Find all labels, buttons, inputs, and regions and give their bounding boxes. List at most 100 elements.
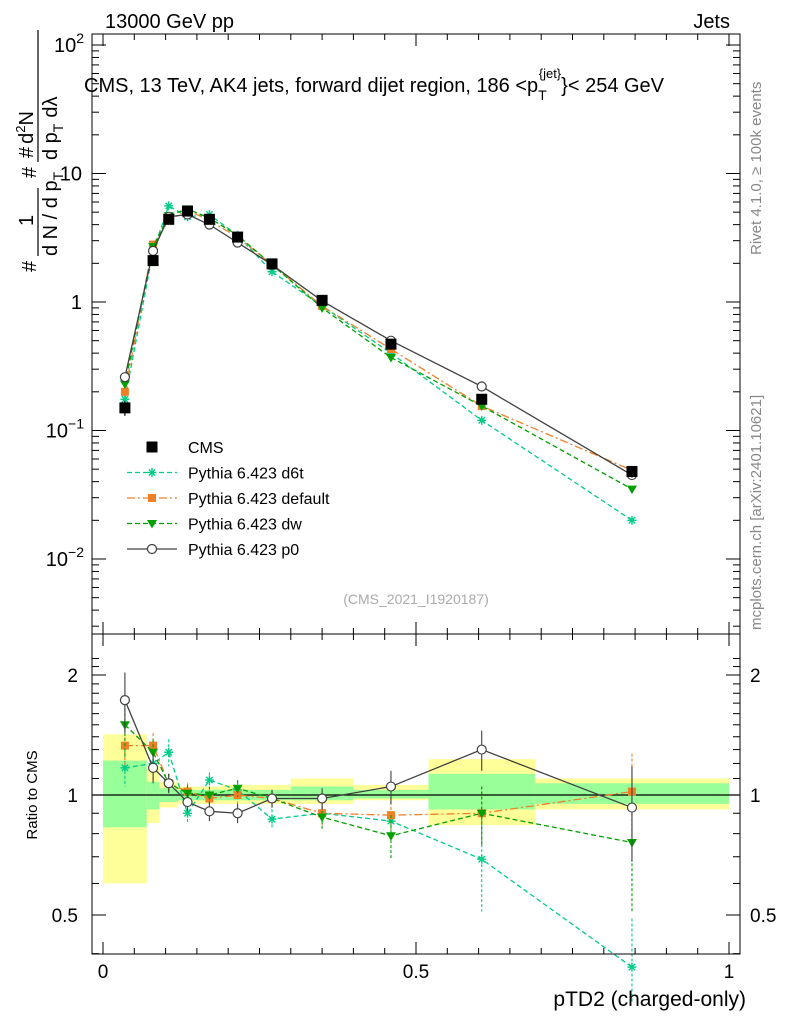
- ratio-ylabel: Ratio to CMS: [24, 750, 41, 839]
- ratio-point-def-5: [233, 791, 242, 799]
- legend-marker-def: [148, 494, 156, 502]
- top-y-tick-label: 1: [71, 292, 82, 314]
- svg-text:1: 1: [16, 215, 38, 226]
- ratio-point-p0-4: [204, 806, 215, 817]
- top-point-p0-1: [147, 245, 159, 256]
- ratio-y-tick-label-left: 2: [67, 666, 78, 687]
- ratio-point-dw-9: [476, 809, 487, 819]
- ratio-point-p0-0: [119, 695, 131, 706]
- top-panel-series: [119, 201, 638, 525]
- top-point-cms-2: [163, 213, 175, 225]
- top-y-tick-label: 10: [60, 164, 82, 186]
- svg-text:#: #: [19, 260, 41, 272]
- header-left: 13000 GeV pp: [105, 11, 234, 33]
- ratio-point-dw-8: [385, 832, 396, 841]
- ratio-line-d6t: [124, 751, 633, 968]
- top-point-d6t-10: [627, 515, 637, 525]
- legend-marker-cms: [146, 441, 158, 453]
- ratio-point-d6t-4: [204, 775, 214, 785]
- legend-marker-d6t: [147, 468, 157, 477]
- x-tick-label: 1: [724, 962, 735, 983]
- top-point-p0-9: [476, 381, 487, 392]
- mcplots-text: mcplots.cern.ch [arXiv:2401.10621]: [748, 395, 765, 630]
- legend-item-p0: Pythia 6.423 p0: [127, 542, 299, 559]
- legend-marker-p0: [146, 543, 158, 555]
- axes-ticks: 0 0.5 1 102 10 1 10−1 10−2 0.5 0.5 1 1 2 2: [46, 30, 777, 983]
- ratio-series-p0: [119, 672, 638, 862]
- top-ylabel: # 1 d N / d pT # #d2N d pTdλ: [13, 30, 66, 272]
- ratio-y-tick-label-left: 0.5: [52, 906, 78, 927]
- top-y-tick-label: 102: [54, 30, 84, 57]
- svg-text:#d2N: #d2N: [13, 111, 38, 158]
- top-point-cms-4: [203, 213, 215, 225]
- top-point-def-0: [120, 387, 129, 396]
- ratio-y-tick-label-right: 0.5: [750, 906, 776, 927]
- legend-item-def: Pythia 6.423 default: [127, 491, 330, 508]
- top-point-d6t-2: [164, 201, 174, 211]
- x-tick-label: 0.5: [403, 962, 429, 983]
- legend-label-dw: Pythia 6.423 dw: [188, 517, 302, 534]
- ratio-point-d6t-9: [477, 854, 487, 864]
- svg-text:#: #: [19, 166, 41, 178]
- ratio-point-p0-7: [317, 793, 328, 804]
- legend-label-def: Pythia 6.423 default: [188, 491, 330, 508]
- top-point-d6t-9: [477, 415, 487, 425]
- legend-label-cms: CMS: [188, 440, 224, 457]
- ratio-panel-series: [119, 672, 638, 1004]
- top-point-cms-1: [147, 255, 159, 267]
- ratio-point-dw-5: [232, 784, 243, 794]
- rivet-version-text: Rivet 4.1.0, ≥ 100k events: [748, 82, 765, 255]
- ratio-point-d6t-6: [267, 814, 277, 824]
- ratio-point-p0-3: [182, 796, 193, 808]
- legend-label-p0: Pythia 6.423 p0: [188, 542, 299, 559]
- top-point-dw-7: [317, 304, 328, 313]
- x-tick-label: 0: [98, 962, 109, 983]
- legend-item-d6t: Pythia 6.423 d6t: [127, 466, 304, 483]
- top-point-cms-10: [626, 465, 638, 477]
- svg-text:d N / d pT: d N / d pT: [40, 171, 66, 256]
- top-point-cms-0: [119, 402, 131, 414]
- ratio-point-dw-7: [317, 813, 328, 823]
- plot-title: CMS, 13 TeV, AK4 jets, forward dijet reg…: [84, 66, 665, 103]
- top-point-dw-10: [626, 485, 637, 495]
- ratio-y-tick-label-right: 1: [750, 786, 761, 807]
- top-series-cms: [119, 205, 638, 478]
- top-point-cms-5: [232, 231, 244, 243]
- ratio-point-dw-1: [148, 748, 159, 758]
- ratio-point-p0-5: [232, 808, 243, 819]
- top-line-def: [124, 209, 633, 471]
- ratio-point-p0-6: [266, 793, 278, 804]
- legend: CMS Pythia 6.423 d6t Pythia 6.423 default P…: [127, 440, 330, 559]
- top-point-p0-0: [119, 372, 131, 383]
- svg-text:d pTdλ: d pTdλ: [40, 97, 66, 161]
- top-point-cms-7: [316, 294, 328, 306]
- ratio-point-d6t-10: [627, 962, 637, 972]
- top-y-tick-label: 10−2: [46, 544, 84, 571]
- ratio-y-tick-label-left: 1: [67, 786, 78, 807]
- top-point-cms-3: [182, 205, 194, 217]
- header-right: Jets: [693, 11, 730, 33]
- ratio-point-p0-8: [385, 781, 397, 792]
- legend-item-dw: Pythia 6.423 dw: [127, 517, 302, 534]
- ratio-point-p0-10: [626, 802, 638, 813]
- ratio-uncertainty-bands: [92, 734, 740, 884]
- top-point-cms-9: [476, 393, 488, 405]
- top-series-def: [120, 205, 636, 475]
- legend-item-cms: CMS: [146, 440, 224, 457]
- top-point-dw-0: [119, 380, 130, 390]
- analysis-watermark: (CMS_2021_I1920187): [343, 591, 489, 607]
- ratio-point-p0-1: [147, 762, 159, 773]
- top-point-dw-8: [385, 353, 396, 363]
- top-y-tick-label: 10−1: [46, 416, 84, 443]
- x-axis-title: pTD2 (charged-only): [553, 988, 746, 1011]
- ratio-point-d6t-2: [164, 747, 174, 757]
- legend-marker-dw: [147, 520, 157, 529]
- ratio-y-tick-label-right: 2: [750, 666, 761, 687]
- ratio-point-p0-2: [163, 778, 174, 789]
- legend-label-d6t: Pythia 6.423 d6t: [188, 466, 304, 483]
- ratio-point-dw-4: [204, 791, 215, 800]
- top-point-cms-6: [266, 258, 278, 270]
- top-point-cms-8: [385, 338, 397, 350]
- ratio-point-p0-9: [476, 744, 487, 755]
